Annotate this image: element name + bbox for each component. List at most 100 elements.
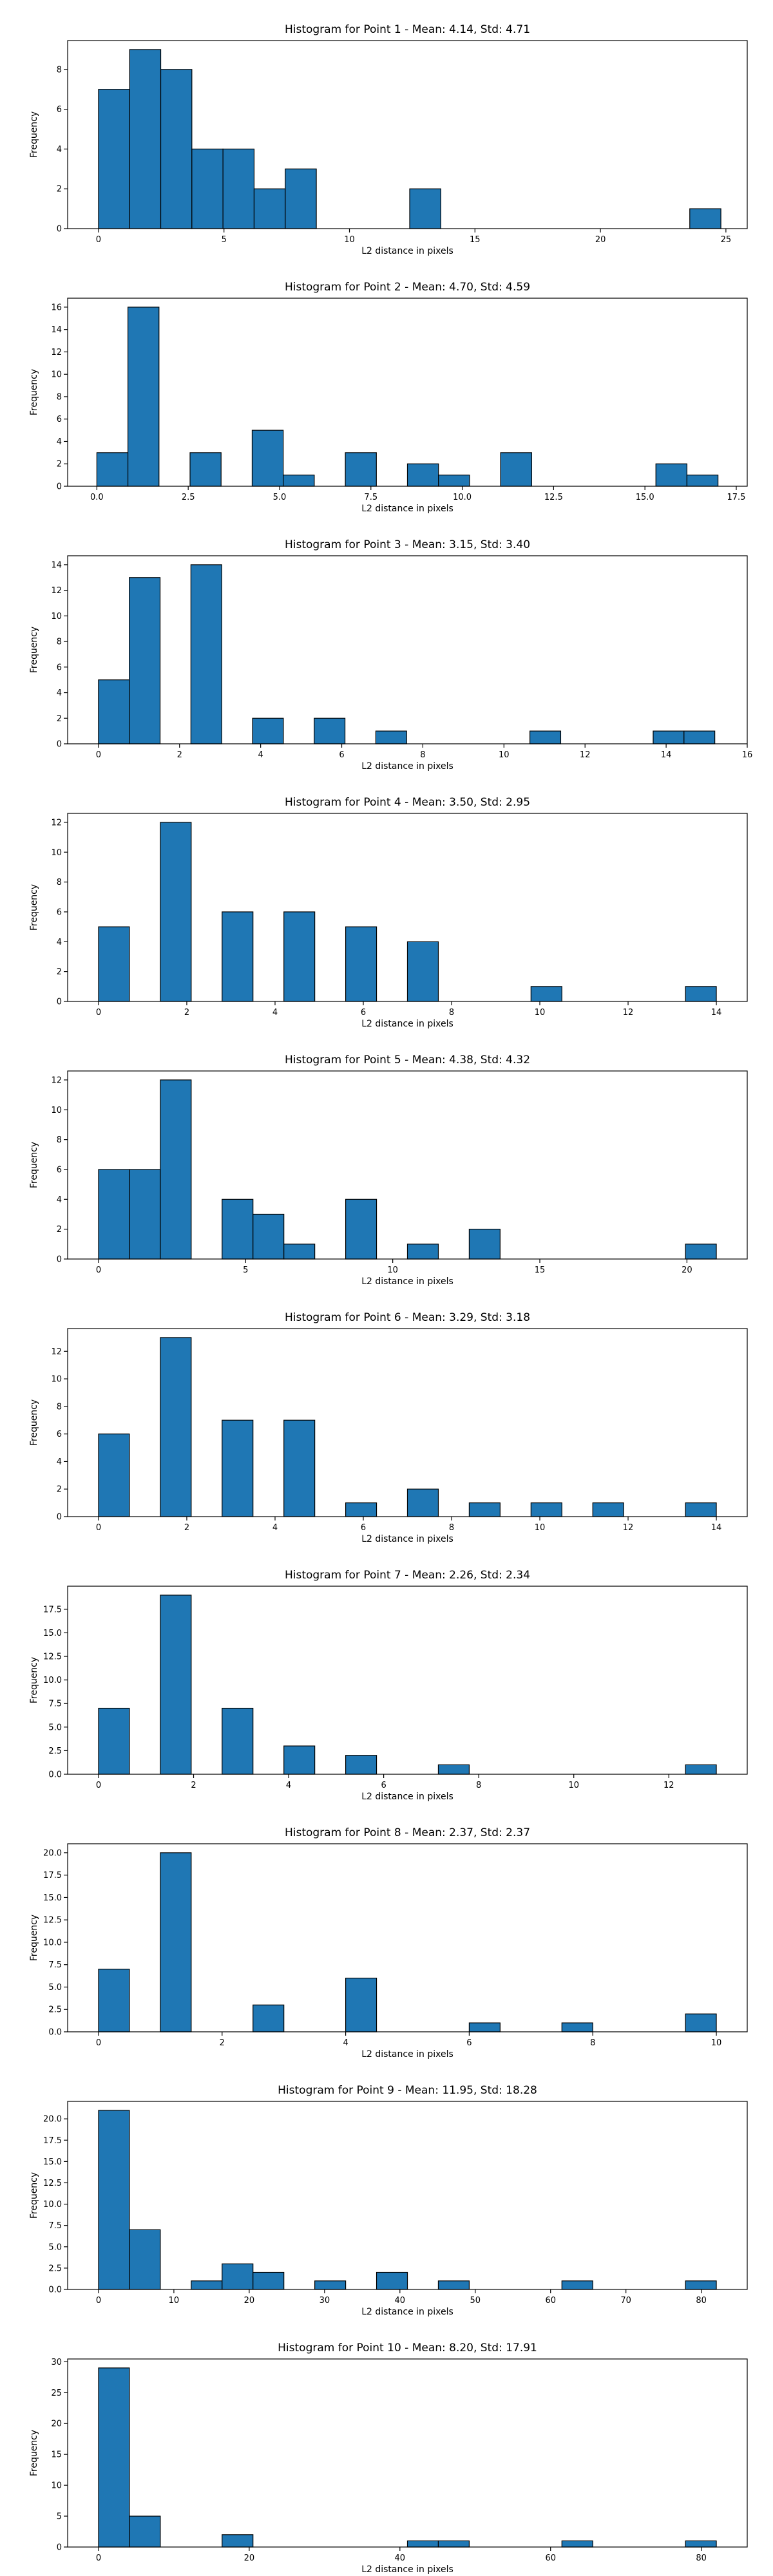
- plot-frame: [67, 813, 748, 1002]
- histogram-bar: [685, 986, 717, 1002]
- histogram-bar: [689, 208, 721, 229]
- y-tick-label: 17.5: [43, 2136, 62, 2146]
- x-tick-label: 12: [663, 1781, 674, 1790]
- histogram-bar: [409, 188, 441, 229]
- x-tick-label: 80: [696, 2553, 707, 2563]
- y-tick-label: 10: [51, 2481, 62, 2491]
- x-axis-label: L2 distance in pixels: [361, 246, 453, 256]
- histogram-bar: [406, 1244, 439, 1260]
- y-tick-label: 2: [57, 185, 62, 194]
- chart-title: Histogram for Point 6 - Mean: 3.29, Std:…: [285, 1311, 530, 1324]
- x-tick-label: 6: [381, 1781, 386, 1790]
- y-tick-label: 12: [51, 586, 62, 596]
- histogram-bar: [160, 1079, 192, 1260]
- x-tick-label: 4: [272, 1523, 278, 1533]
- x-tick-label: 30: [320, 2296, 330, 2306]
- x-tick-label: 8: [449, 1008, 454, 1018]
- chart-title: Histogram for Point 9 - Mean: 11.95, Std…: [278, 2084, 537, 2097]
- y-tick-label: 0: [57, 998, 62, 1007]
- histogram-bar: [530, 730, 562, 744]
- histogram-bar: [222, 911, 254, 1002]
- x-tick-label: 7.5: [364, 493, 377, 502]
- y-tick-label: 2: [57, 967, 62, 977]
- histogram-bar: [406, 463, 439, 487]
- histogram-bar: [530, 986, 562, 1002]
- x-tick-label: 6: [361, 1523, 366, 1533]
- histogram-bar: [686, 475, 719, 487]
- y-tick-label: 15.0: [43, 2157, 62, 2167]
- x-tick-label: 0: [96, 1265, 101, 1275]
- plot-frame: [67, 2358, 748, 2548]
- x-tick-label: 2: [191, 1781, 196, 1790]
- y-tick-label: 12.5: [43, 2179, 62, 2188]
- histogram-bar: [160, 1337, 192, 1517]
- histogram-panel-7: Histogram for Point 7 - Mean: 2.26, Std:…: [29, 1569, 748, 1802]
- histogram-bar: [437, 2540, 470, 2548]
- histogram-bar: [253, 1213, 285, 1260]
- histogram-bar: [283, 1244, 316, 1260]
- y-tick-label: 7.5: [48, 1960, 62, 1970]
- histogram-bar: [437, 2280, 470, 2290]
- x-tick-label: 5: [222, 235, 227, 245]
- histogram-bar: [129, 577, 161, 744]
- plot-frame: [67, 1070, 748, 1260]
- plot-frame: [67, 1328, 748, 1517]
- histogram-bar: [222, 1419, 254, 1517]
- x-tick-label: 2: [184, 1523, 189, 1533]
- histogram-bar: [314, 717, 346, 744]
- x-axis-label: L2 distance in pixels: [361, 1276, 453, 1287]
- histogram-bar: [345, 1755, 377, 1775]
- x-tick-label: 25: [721, 235, 732, 245]
- histogram-bar: [685, 1764, 717, 1775]
- chart-title: Histogram for Point 2 - Mean: 4.70, Std:…: [285, 281, 530, 294]
- plot-frame: [67, 40, 748, 229]
- x-axis-label: L2 distance in pixels: [361, 1019, 453, 1029]
- y-tick-label: 5.0: [48, 1983, 62, 1993]
- x-tick-label: 12.5: [544, 493, 563, 502]
- histogram-bar: [655, 463, 688, 487]
- histogram-bar: [437, 1764, 470, 1775]
- y-tick-label: 30: [51, 2358, 62, 2367]
- x-tick-label: 10: [499, 750, 510, 760]
- histogram-panel-6: Histogram for Point 6 - Mean: 3.29, Std:…: [29, 1311, 748, 1544]
- y-tick-label: 17.5: [43, 1605, 62, 1615]
- x-tick-label: 8: [420, 750, 425, 760]
- x-tick-label: 17.5: [727, 493, 746, 502]
- x-tick-label: 4: [343, 2038, 348, 2048]
- histogram-panel-9: Histogram for Point 9 - Mean: 11.95, Std…: [29, 2084, 748, 2317]
- y-tick-label: 20.0: [43, 1848, 62, 1858]
- y-tick-label: 12: [51, 818, 62, 828]
- y-tick-label: 2: [57, 460, 62, 469]
- histogram-bar: [222, 1707, 254, 1775]
- y-tick-label: 6: [57, 1165, 62, 1175]
- histogram-bar: [345, 1198, 377, 1260]
- x-tick-label: 20: [682, 1265, 692, 1275]
- histogram-bar: [375, 730, 407, 744]
- histogram-bar: [283, 911, 316, 1002]
- y-tick-label: 10.0: [43, 1676, 62, 1685]
- histogram-bar: [406, 1488, 439, 1517]
- histogram-bar: [653, 730, 685, 744]
- y-tick-label: 20.0: [43, 2115, 62, 2125]
- histogram-bar: [592, 1502, 624, 1517]
- x-tick-label: 12: [580, 750, 591, 760]
- histogram-bar: [98, 1969, 130, 2032]
- histogram-bar: [561, 2540, 593, 2548]
- x-tick-label: 20: [595, 235, 606, 245]
- histogram-bar: [253, 2004, 285, 2032]
- y-axis-label: Frequency: [29, 2430, 39, 2476]
- y-tick-label: 0: [57, 740, 62, 750]
- x-axis-label: L2 distance in pixels: [361, 1792, 453, 1802]
- plot-frame: [67, 298, 748, 487]
- histogram-bar: [500, 452, 532, 487]
- x-tick-label: 6: [361, 1008, 366, 1018]
- x-tick-label: 60: [545, 2553, 556, 2563]
- y-tick-label: 5: [57, 2512, 62, 2522]
- y-tick-label: 4: [57, 688, 62, 698]
- y-axis-label: Frequency: [29, 111, 39, 158]
- y-axis-label: Frequency: [29, 1915, 39, 1961]
- histogram-bar: [685, 2540, 717, 2548]
- y-tick-label: 2.5: [48, 2005, 62, 2015]
- y-tick-label: 0: [57, 225, 62, 234]
- x-tick-label: 0: [96, 1008, 101, 1018]
